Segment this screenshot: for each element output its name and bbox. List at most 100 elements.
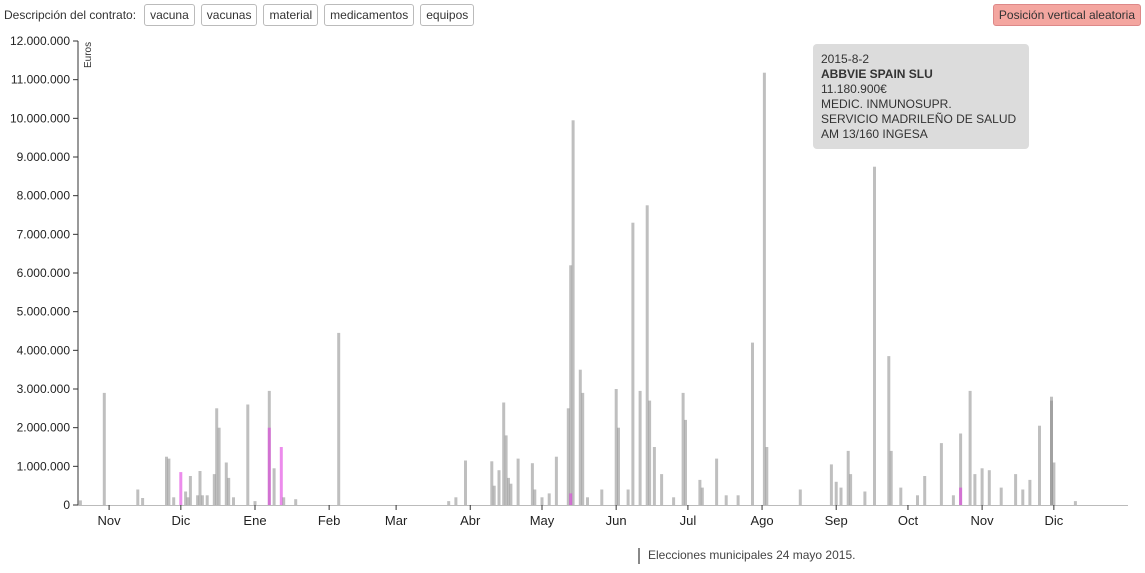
highlighted-contract-bar[interactable] bbox=[279, 447, 283, 505]
contract-bar[interactable] bbox=[217, 427, 221, 505]
contract-bar[interactable] bbox=[724, 495, 728, 505]
contract-bar[interactable] bbox=[571, 120, 575, 506]
contract-bar[interactable] bbox=[246, 404, 250, 506]
contract-bar[interactable] bbox=[492, 485, 496, 505]
contract-bar[interactable] bbox=[215, 408, 219, 505]
contract-bar[interactable] bbox=[652, 447, 656, 505]
contract-bar[interactable] bbox=[873, 166, 876, 505]
contract-bar[interactable] bbox=[454, 497, 458, 505]
contract-bar[interactable] bbox=[648, 400, 652, 505]
contract-bar[interactable] bbox=[887, 356, 891, 505]
contract-bar[interactable] bbox=[1021, 489, 1025, 506]
contract-bar[interactable] bbox=[566, 408, 570, 505]
contract-bar[interactable] bbox=[167, 458, 171, 505]
random-vertical-position-button[interactable]: Posición vertical aleatoria bbox=[992, 4, 1141, 26]
contract-bar[interactable] bbox=[272, 468, 276, 505]
contract-bar[interactable] bbox=[614, 389, 618, 505]
contract-bar[interactable] bbox=[999, 487, 1003, 505]
contract-bar[interactable] bbox=[578, 369, 582, 505]
filter-chip-vacuna[interactable]: vacuna bbox=[144, 4, 195, 26]
filter-chip-medicamentos[interactable]: medicamentos bbox=[324, 4, 415, 26]
contract-bar[interactable] bbox=[798, 489, 802, 506]
contract-bar[interactable] bbox=[672, 497, 676, 505]
contract-bar[interactable] bbox=[681, 392, 685, 505]
contract-bar[interactable] bbox=[294, 499, 298, 505]
contract-bar[interactable] bbox=[829, 464, 833, 505]
contract-bar[interactable] bbox=[645, 205, 649, 506]
contract-bar[interactable] bbox=[839, 487, 843, 505]
contract-bar[interactable] bbox=[184, 491, 188, 506]
contract-bar[interactable] bbox=[959, 433, 963, 506]
highlighted-contract-bar[interactable] bbox=[179, 472, 183, 505]
contract-bar[interactable] bbox=[282, 497, 286, 505]
contract-bar[interactable] bbox=[765, 447, 769, 505]
contract-bar[interactable] bbox=[188, 476, 192, 505]
contract-bar[interactable] bbox=[78, 500, 82, 505]
contract-bar[interactable] bbox=[569, 265, 573, 505]
contract-bar[interactable] bbox=[638, 390, 642, 505]
contract-bar[interactable] bbox=[968, 390, 972, 505]
filter-chip-equipos[interactable]: equipos bbox=[420, 4, 475, 26]
contract-bar[interactable] bbox=[464, 460, 467, 506]
contract-bar[interactable] bbox=[1052, 462, 1056, 506]
contract-bar[interactable] bbox=[600, 489, 604, 506]
contract-bar[interactable] bbox=[923, 476, 927, 505]
contract-bar[interactable] bbox=[846, 450, 850, 505]
contract-bar[interactable] bbox=[698, 479, 702, 505]
contract-bar[interactable] bbox=[540, 497, 544, 505]
contract-bar[interactable] bbox=[916, 495, 919, 505]
contract-bar[interactable] bbox=[102, 392, 106, 505]
contract-bar[interactable] bbox=[516, 458, 520, 505]
contract-bar[interactable] bbox=[834, 481, 838, 505]
contract-bar[interactable] bbox=[165, 456, 168, 505]
filter-chip-vacunas[interactable]: vacunas bbox=[200, 4, 258, 26]
contract-bar[interactable] bbox=[337, 332, 341, 505]
contract-bar[interactable] bbox=[863, 491, 867, 506]
contract-bar[interactable] bbox=[1073, 501, 1077, 505]
contract-bar[interactable] bbox=[232, 497, 235, 505]
contract-bar[interactable] bbox=[1028, 479, 1032, 505]
contract-bar[interactable] bbox=[736, 495, 740, 505]
contract-bar[interactable] bbox=[198, 471, 202, 505]
contract-bar[interactable] bbox=[490, 461, 494, 505]
contract-bar[interactable] bbox=[172, 497, 176, 505]
contract-bar[interactable] bbox=[1014, 474, 1018, 505]
contract-bar[interactable] bbox=[939, 443, 943, 505]
contract-bar[interactable] bbox=[951, 495, 955, 505]
contract-bar[interactable] bbox=[660, 474, 664, 505]
contract-bar[interactable] bbox=[554, 456, 558, 505]
contract-bar[interactable] bbox=[586, 497, 589, 505]
contract-bar[interactable] bbox=[715, 458, 719, 505]
contract-bar[interactable] bbox=[700, 487, 704, 505]
contract-bar[interactable] bbox=[447, 501, 451, 505]
contract-bar[interactable] bbox=[533, 489, 537, 506]
contract-bar[interactable] bbox=[507, 477, 510, 505]
contract-bar[interactable] bbox=[196, 495, 200, 505]
contract-bar[interactable] bbox=[631, 222, 635, 505]
contract-bar[interactable] bbox=[973, 474, 977, 505]
contract-bar[interactable] bbox=[227, 477, 231, 505]
contract-bar[interactable] bbox=[205, 495, 209, 505]
contract-bar[interactable] bbox=[751, 342, 754, 505]
contract-bar[interactable] bbox=[626, 489, 630, 506]
contract-bar[interactable] bbox=[889, 450, 893, 505]
contract-bar[interactable] bbox=[849, 474, 853, 505]
highlighted-contract-bar[interactable] bbox=[569, 493, 573, 505]
contract-bar[interactable] bbox=[530, 463, 534, 505]
contract-bar[interactable] bbox=[224, 462, 228, 506]
contract-bar[interactable] bbox=[497, 470, 501, 505]
contract-bar[interactable] bbox=[762, 72, 766, 505]
contract-bar[interactable] bbox=[1050, 400, 1053, 505]
contract-bar[interactable] bbox=[136, 489, 140, 506]
contract-bar[interactable] bbox=[684, 419, 687, 505]
contract-bar[interactable] bbox=[987, 470, 991, 505]
contract-bar[interactable] bbox=[504, 435, 508, 505]
contract-bar[interactable] bbox=[1038, 425, 1041, 505]
contract-bar[interactable] bbox=[253, 501, 257, 505]
contract-bar[interactable] bbox=[980, 468, 984, 505]
filter-chip-material[interactable]: material bbox=[263, 4, 319, 26]
contract-bar[interactable] bbox=[212, 474, 216, 505]
highlighted-contract-bar[interactable] bbox=[267, 427, 271, 505]
contract-bar[interactable] bbox=[509, 483, 513, 505]
contract-bar[interactable] bbox=[200, 495, 204, 505]
